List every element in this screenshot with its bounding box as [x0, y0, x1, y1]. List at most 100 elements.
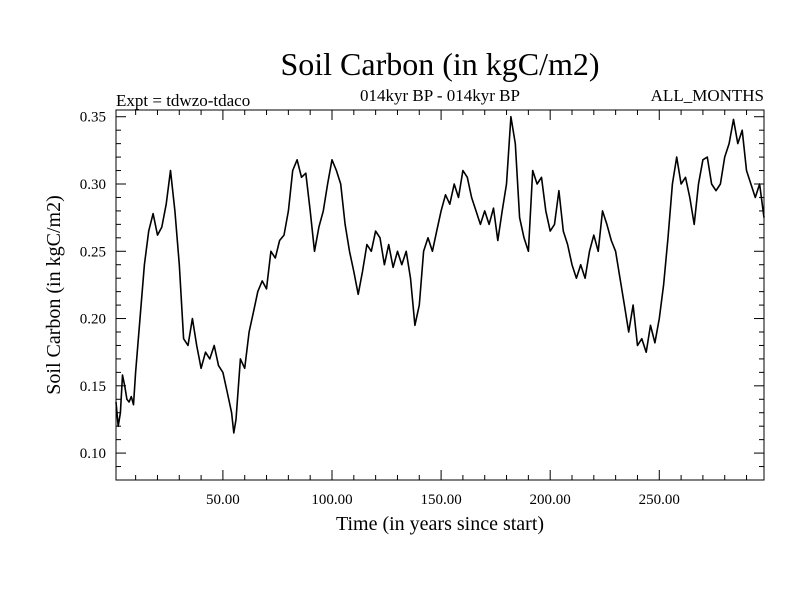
data-point: [115, 401, 117, 403]
data-point: [445, 194, 447, 196]
y-tick-label: 0.20: [80, 312, 106, 328]
data-point: [240, 358, 242, 360]
data-point: [754, 197, 756, 199]
data-point: [405, 250, 407, 252]
data-point: [737, 143, 739, 145]
data-point: [663, 284, 665, 286]
data-point: [645, 351, 647, 353]
data-point: [331, 159, 333, 161]
data-point: [750, 183, 752, 185]
subtitle-right: ALL_MONTHS: [651, 86, 764, 105]
data-point: [388, 244, 390, 246]
data-point: [728, 143, 730, 145]
data-point: [327, 183, 329, 185]
data-point: [144, 264, 146, 266]
data-point: [698, 183, 700, 185]
data-point: [362, 271, 364, 273]
data-point: [130, 396, 132, 398]
data-point: [187, 345, 189, 347]
data-point: [222, 372, 224, 374]
data-point: [196, 345, 198, 347]
data-point: [458, 197, 460, 199]
data-point: [584, 277, 586, 279]
data-point: [248, 331, 250, 333]
data-point: [235, 419, 237, 421]
data-point: [296, 159, 298, 161]
data-point: [706, 156, 708, 158]
data-point: [615, 250, 617, 252]
data-point: [432, 250, 434, 252]
data-point: [148, 230, 150, 232]
data-point: [117, 425, 119, 427]
data-point: [545, 210, 547, 212]
data-point: [658, 318, 660, 320]
data-point: [288, 210, 290, 212]
data-point: [133, 404, 135, 406]
data-point: [314, 250, 316, 252]
x-tick-label: 250.00: [639, 492, 680, 508]
data-point: [488, 224, 490, 226]
data-point: [165, 203, 167, 205]
x-tick-label: 100.00: [311, 492, 352, 508]
data-point: [344, 224, 346, 226]
data-point: [462, 170, 464, 172]
data-point: [340, 183, 342, 185]
data-point: [261, 280, 263, 282]
data-point: [274, 257, 276, 259]
data-point: [436, 230, 438, 232]
x-tick-label: 200.00: [530, 492, 571, 508]
data-point: [667, 237, 669, 239]
data-point: [218, 365, 220, 367]
data-point: [279, 240, 281, 242]
data-point: [305, 172, 307, 174]
data-point: [270, 250, 272, 252]
data-point: [226, 392, 228, 394]
y-tick-label: 0.15: [80, 379, 106, 395]
data-point: [466, 176, 468, 178]
data-point: [410, 277, 412, 279]
data-point: [139, 318, 141, 320]
data-point: [637, 345, 639, 347]
data-point: [309, 210, 311, 212]
data-point: [471, 197, 473, 199]
data-point: [379, 237, 381, 239]
data-point: [475, 210, 477, 212]
data-point: [174, 210, 176, 212]
data-point: [733, 119, 735, 121]
data-point: [120, 412, 122, 414]
data-point: [628, 331, 630, 333]
y-axis-label: Soil Carbon (in kgC/m2): [43, 195, 65, 394]
data-point: [135, 372, 137, 374]
y-tick-label: 0.30: [80, 177, 106, 193]
data-point: [567, 244, 569, 246]
data-point: [676, 156, 678, 158]
data-point: [510, 116, 512, 118]
data-point: [536, 183, 538, 185]
data-point: [200, 368, 202, 370]
data-point: [353, 271, 355, 273]
data-point: [453, 183, 455, 185]
data-point: [366, 244, 368, 246]
data-point: [650, 324, 652, 326]
data-point: [576, 277, 578, 279]
data-point: [493, 207, 495, 209]
data-point: [514, 143, 516, 145]
data-point: [336, 170, 338, 172]
data-point: [423, 250, 425, 252]
data-point: [183, 338, 185, 340]
data-point: [301, 176, 303, 178]
data-point: [283, 234, 285, 236]
chart-title: Soil Carbon (in kgC/m2): [280, 46, 599, 82]
data-point: [205, 351, 207, 353]
data-point: [571, 264, 573, 266]
data-point: [654, 342, 656, 344]
data-point: [213, 345, 215, 347]
data-point: [523, 237, 525, 239]
data-point: [414, 324, 416, 326]
data-point: [724, 156, 726, 158]
data-point: [349, 250, 351, 252]
y-tick-label: 0.25: [80, 244, 106, 260]
data-point: [170, 170, 172, 172]
data-point: [440, 210, 442, 212]
